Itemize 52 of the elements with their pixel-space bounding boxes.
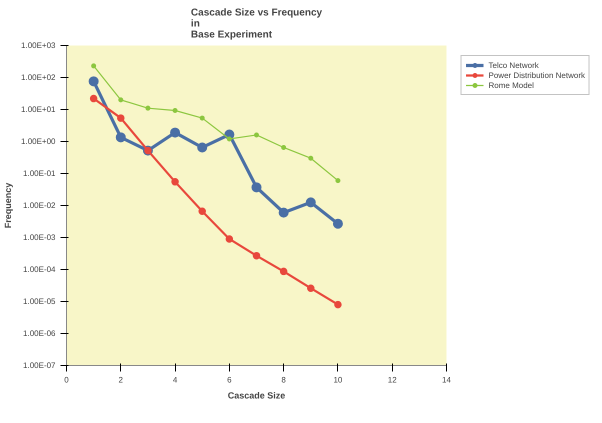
point bbox=[88, 76, 99, 86]
x-tick-label: 0 bbox=[64, 376, 70, 384]
point bbox=[198, 208, 206, 216]
point bbox=[118, 97, 124, 102]
y-tick-label: 1.00E-03 bbox=[23, 233, 56, 242]
x-axis-title: Cascade Size bbox=[228, 390, 286, 400]
point bbox=[116, 132, 126, 142]
point bbox=[170, 128, 180, 138]
point bbox=[308, 156, 314, 161]
point bbox=[278, 208, 289, 218]
legend-label: Telco Network bbox=[488, 60, 539, 70]
point bbox=[281, 144, 286, 150]
point bbox=[306, 197, 316, 208]
point bbox=[254, 132, 259, 138]
x-tick-label: 14 bbox=[442, 376, 452, 384]
y-tick-label: 1.00E-04 bbox=[23, 265, 56, 274]
y-tick-label: 1.00E+03 bbox=[21, 41, 56, 50]
y-axis-title: Frequency bbox=[3, 182, 14, 228]
point bbox=[91, 63, 96, 68]
x-tick-label: 10 bbox=[333, 376, 343, 384]
point bbox=[197, 142, 208, 152]
point bbox=[117, 114, 125, 122]
point bbox=[171, 178, 179, 186]
point bbox=[280, 268, 288, 276]
y-tick-label: 1.00E+00 bbox=[21, 137, 56, 146]
y-tick-label: 1.00E+01 bbox=[21, 105, 56, 114]
x-tick-label: 2 bbox=[118, 376, 124, 384]
point bbox=[252, 252, 260, 260]
point bbox=[332, 218, 343, 229]
x-tick-label: 8 bbox=[281, 376, 286, 384]
point bbox=[90, 94, 98, 102]
point bbox=[226, 136, 232, 142]
chart-title: Cascade Size vs Frequency in Base Experiment bbox=[190, 8, 323, 40]
point bbox=[252, 182, 262, 192]
point bbox=[335, 178, 340, 184]
point bbox=[334, 300, 342, 308]
y-tick-label: 1.00E-01 bbox=[23, 169, 56, 178]
point bbox=[226, 235, 234, 243]
x-tick-label: 6 bbox=[227, 376, 232, 384]
point bbox=[172, 108, 178, 114]
x-tick-label: 12 bbox=[388, 376, 398, 384]
point bbox=[200, 116, 205, 121]
x-tick-label: 4 bbox=[172, 376, 178, 384]
y-tick-label: 1.00E-06 bbox=[23, 329, 56, 338]
legend-label: Power Distribution Network bbox=[488, 70, 585, 80]
y-tick-label: 1.00E-07 bbox=[23, 361, 56, 370]
y-tick-label: 1.00E-02 bbox=[23, 201, 56, 210]
legend-label: Rome Model bbox=[488, 80, 534, 90]
y-tick-label: 1.00E-05 bbox=[23, 297, 56, 306]
point bbox=[307, 284, 315, 292]
point bbox=[145, 106, 150, 111]
y-tick-label: 1.00E+02 bbox=[21, 73, 56, 82]
